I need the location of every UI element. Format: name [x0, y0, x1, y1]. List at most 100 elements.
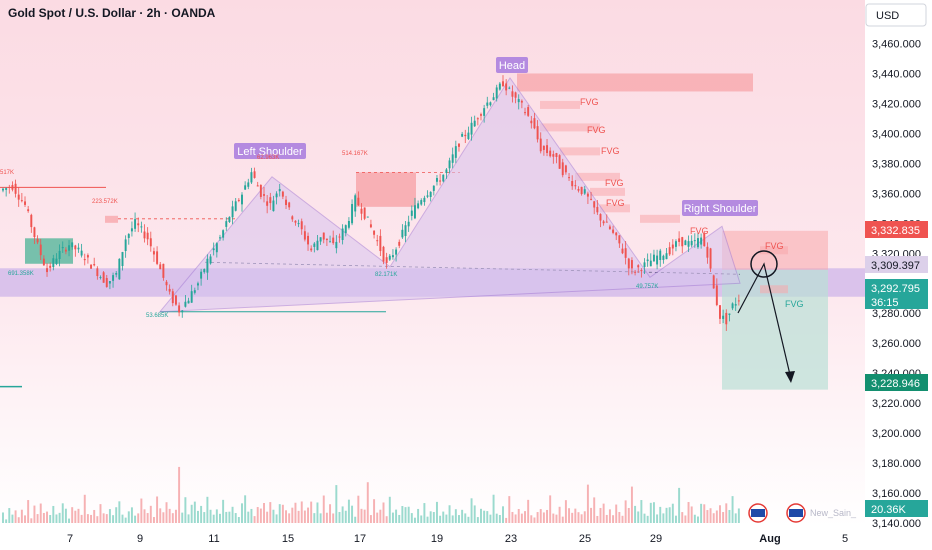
- candle-body: [203, 269, 206, 273]
- candle-body: [237, 199, 240, 201]
- volume-bar: [247, 511, 250, 523]
- candle-body: [483, 108, 486, 116]
- candle-body: [171, 291, 174, 304]
- volume-bar: [234, 513, 237, 523]
- volume-bar: [329, 504, 332, 523]
- volume-bar: [30, 518, 33, 523]
- fvg-zone: [560, 147, 600, 156]
- volume-bar: [637, 511, 640, 523]
- volume-bar: [20, 509, 23, 523]
- candle-body: [458, 143, 460, 147]
- volume-bar: [555, 514, 558, 523]
- candle-body: [332, 237, 335, 244]
- volume-bar: [134, 515, 137, 523]
- candle-body: [624, 248, 627, 258]
- candle-body: [55, 258, 58, 265]
- volume-bar: [140, 498, 143, 523]
- volume-annotation: 223.572K: [92, 199, 118, 205]
- fvg-zone: [760, 246, 788, 255]
- price-tags: 3,332.835 3,309.397 3,292.795 36:15 3,228.94…: [865, 221, 928, 517]
- pattern-layer: [158, 77, 741, 313]
- y-tick-label: 3,360.000: [872, 188, 921, 200]
- candle-body: [294, 220, 297, 223]
- candle-body: [310, 248, 313, 251]
- volume-bar: [640, 500, 643, 523]
- volume-bar: [385, 516, 388, 523]
- volume-bar: [83, 494, 86, 523]
- x-tick-label: 7: [67, 533, 73, 545]
- candle-body: [71, 242, 74, 248]
- overlay-layer: Left Shoulder Head Right Shoulder FVG FVG FVG…: [0, 57, 857, 523]
- volume-bar: [379, 509, 382, 523]
- volume-bar: [448, 505, 451, 523]
- volume-bar: [382, 502, 385, 523]
- currency-button-frame[interactable]: [865, 3, 927, 27]
- volume-bar: [442, 511, 445, 523]
- candle-body: [272, 200, 275, 212]
- candle-body: [571, 181, 574, 187]
- currency-label[interactable]: USD: [876, 10, 899, 22]
- volume-bar: [577, 512, 580, 523]
- candle-body: [520, 100, 523, 103]
- volume-bar: [17, 517, 20, 523]
- candle-body: [555, 153, 558, 157]
- volume-bar: [373, 499, 376, 523]
- volume-bar: [212, 514, 215, 523]
- volume-bar: [445, 514, 448, 523]
- candle-body: [470, 122, 473, 135]
- volume-bar: [590, 507, 593, 523]
- volume-bar: [634, 505, 637, 523]
- flag-stripe: [789, 509, 803, 517]
- candle-body: [42, 258, 45, 266]
- volume-bar: [156, 496, 159, 523]
- candle-body: [511, 91, 514, 97]
- candle-body: [52, 258, 55, 268]
- candle-body: [77, 247, 80, 250]
- volume-bar: [225, 511, 228, 523]
- candle-body: [209, 256, 212, 264]
- fvg-zone: [540, 123, 600, 132]
- volume-bar: [165, 502, 168, 523]
- candle-body: [231, 206, 234, 218]
- candle-body: [93, 264, 96, 266]
- candle-body: [445, 169, 448, 173]
- volume-bar: [237, 517, 240, 523]
- candle-body: [303, 231, 306, 240]
- volume-bar: [316, 502, 319, 523]
- volume-bar: [700, 503, 703, 523]
- volume-bar: [228, 511, 231, 523]
- flag-stripe: [751, 509, 765, 517]
- volume-bar: [524, 511, 526, 523]
- fvg-zone: [575, 172, 620, 181]
- volume-bar: [608, 509, 611, 523]
- volume-bar: [55, 514, 58, 523]
- candle-body: [146, 232, 149, 240]
- candle-body: [278, 189, 281, 192]
- candles-layer: [2, 75, 740, 331]
- volume-bar: [266, 511, 269, 523]
- price-tag-red-bg: [865, 221, 928, 238]
- volume-bar: [190, 504, 193, 523]
- fvg-box-left: [105, 215, 118, 223]
- x-tick-label: 19: [431, 533, 443, 545]
- candle-body: [190, 291, 193, 303]
- volume-bar: [33, 505, 36, 523]
- candle-body: [344, 225, 347, 234]
- candle-body: [90, 264, 93, 269]
- retest-circle: [750, 250, 778, 278]
- volume-bar: [58, 512, 61, 523]
- currency-button[interactable]: USD: [865, 3, 927, 27]
- candle-body: [401, 229, 404, 238]
- x-tick-label: 9: [137, 533, 143, 545]
- y-tick-label: 3,180.000: [872, 458, 921, 470]
- candle-body: [124, 239, 127, 252]
- volume-bar: [439, 515, 442, 523]
- volume-bar: [643, 513, 646, 523]
- candle-body: [165, 281, 168, 286]
- candle-body: [149, 238, 152, 247]
- volume-bar: [209, 509, 212, 523]
- volume-bar: [360, 508, 363, 523]
- volume-bar: [291, 507, 294, 523]
